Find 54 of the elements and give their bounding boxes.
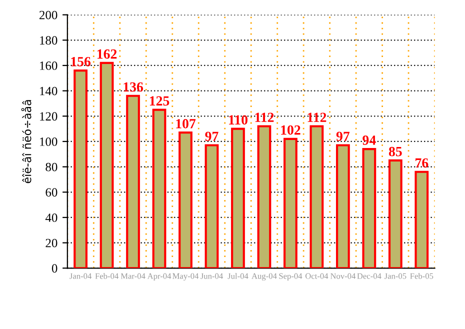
bar <box>231 128 245 268</box>
x-tick-label: Aug-04 <box>252 273 277 281</box>
data-label: 94 <box>362 136 376 145</box>
y-tick-label: 40 <box>45 213 58 222</box>
y-tick-label: 180 <box>40 36 58 45</box>
bar <box>362 148 376 268</box>
data-label: 85 <box>388 146 402 156</box>
y-tick-label: 140 <box>40 86 58 96</box>
y-tick-label: 160 <box>40 61 58 70</box>
bar <box>152 108 166 268</box>
y-tick-label: 200 <box>40 10 58 20</box>
x-tick-label: Nov-04 <box>330 273 356 279</box>
x-tick-label: Jan-05 <box>384 273 406 279</box>
x-tick-label: May-04 <box>172 273 199 281</box>
data-label: 136 <box>124 82 144 92</box>
x-tick-label: Sep-04 <box>279 273 302 281</box>
bar <box>336 144 350 268</box>
data-label: 110 <box>229 115 248 125</box>
bar <box>388 159 402 268</box>
x-tick-label: Jul-04 <box>228 272 248 279</box>
x-tick-label: Mar-04 <box>120 273 146 279</box>
y-tick-label: 60 <box>46 188 58 197</box>
y-tick-label: 80 <box>46 162 58 172</box>
y-tick-label: 0 <box>52 264 58 273</box>
bar <box>178 132 192 268</box>
x-tick-label: Feb-05 <box>410 272 434 279</box>
x-tick-label: Oct-04 <box>305 273 328 279</box>
bar <box>74 69 88 268</box>
data-label: 112 <box>308 112 326 122</box>
data-label: 125 <box>150 96 170 106</box>
y-tick-label: 120 <box>40 112 58 121</box>
bar <box>204 144 219 268</box>
data-label: 76 <box>416 158 428 168</box>
y-tick-label: 100 <box>40 137 58 146</box>
bar <box>257 125 272 268</box>
x-tick-label: Feb-04 <box>95 272 118 279</box>
x-tick-label: Jan-04 <box>70 273 92 279</box>
data-label: 102 <box>281 125 300 135</box>
data-label: 107 <box>176 119 196 128</box>
data-label: 97 <box>336 132 350 142</box>
bar <box>126 94 140 268</box>
data-label: 162 <box>97 49 117 59</box>
bar <box>100 62 114 268</box>
bar <box>310 125 324 268</box>
x-tick-label: Dec-04 <box>357 273 382 279</box>
y-tick-label: 20 <box>46 238 58 248</box>
x-tick-label: Jun-04 <box>200 273 223 279</box>
y-axis-title: êîë-âî ñëó÷àåâ <box>21 100 32 184</box>
data-label: 112 <box>255 112 274 122</box>
x-tick-label: Apr-04 <box>147 273 172 281</box>
data-label: 97 <box>205 132 218 142</box>
bar <box>284 138 298 268</box>
bar <box>414 170 429 268</box>
data-label: 156 <box>71 56 91 66</box>
